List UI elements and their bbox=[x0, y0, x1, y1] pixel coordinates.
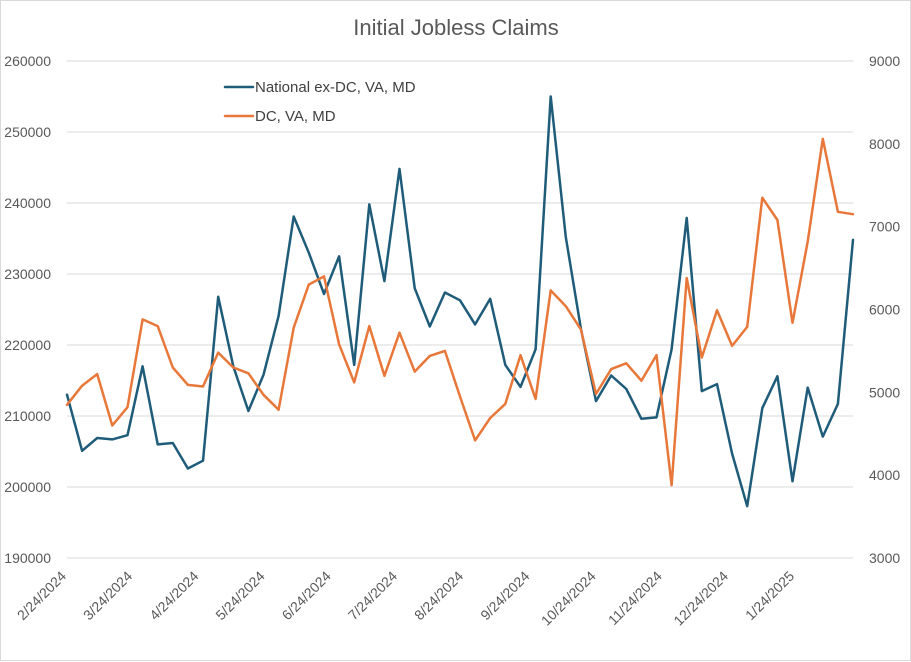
x-tick-label: 12/24/2024 bbox=[670, 568, 731, 629]
x-tick-label: 4/24/2024 bbox=[146, 568, 202, 624]
y-left-tick-label: 220000 bbox=[4, 337, 51, 353]
y-left-tick-label: 210000 bbox=[4, 408, 51, 424]
x-tick-label: 8/24/2024 bbox=[411, 568, 467, 624]
x-tick-label: 9/24/2024 bbox=[477, 568, 533, 624]
y-right-tick-label: 7000 bbox=[869, 219, 900, 235]
chart-title: Initial Jobless Claims bbox=[353, 15, 558, 40]
x-tick-label: 10/24/2024 bbox=[538, 568, 599, 629]
legend: National ex-DC, VA, MD DC, VA, MD bbox=[223, 79, 416, 125]
x-tick-label: 3/24/2024 bbox=[80, 568, 136, 624]
y-right-tick-label: 8000 bbox=[869, 136, 900, 152]
y-right-tick-label: 3000 bbox=[869, 550, 900, 566]
y-right-tick-label: 5000 bbox=[869, 384, 900, 400]
y-left-tick-label: 260000 bbox=[4, 53, 51, 69]
y-right-tick-label: 9000 bbox=[869, 53, 900, 69]
legend-label: DC, VA, MD bbox=[255, 108, 336, 125]
y-left-tick-label: 240000 bbox=[4, 195, 51, 211]
legend-label: National ex-DC, VA, MD bbox=[255, 79, 416, 96]
series-lines bbox=[65, 95, 855, 508]
x-tick-label: 1/24/2025 bbox=[742, 568, 798, 624]
y-axis-right: 3000 4000 5000 6000 7000 8000 9000 bbox=[869, 53, 900, 566]
y-left-tick-label: 200000 bbox=[4, 479, 51, 495]
x-axis: 2/24/2024 3/24/2024 4/24/2024 5/24/2024 6/24… bbox=[14, 568, 798, 629]
x-tick-label: 5/24/2024 bbox=[212, 568, 268, 624]
x-tick-label: 6/24/2024 bbox=[279, 568, 335, 624]
x-tick-label: 2/24/2024 bbox=[14, 568, 70, 624]
y-left-tick-label: 230000 bbox=[4, 266, 51, 282]
x-tick-label: 7/24/2024 bbox=[345, 568, 401, 624]
x-tick-label: 11/24/2024 bbox=[605, 568, 665, 628]
y-axis-left: 190000 200000 210000 220000 230000 240000 2500… bbox=[4, 53, 51, 566]
y-right-tick-label: 4000 bbox=[869, 467, 900, 483]
series-line-dc-va-md bbox=[65, 137, 855, 487]
series-line-national bbox=[65, 95, 855, 508]
y-right-tick-label: 6000 bbox=[869, 302, 900, 318]
y-left-tick-label: 250000 bbox=[4, 124, 51, 140]
y-left-tick-label: 190000 bbox=[4, 550, 51, 566]
gridlines bbox=[67, 60, 853, 559]
